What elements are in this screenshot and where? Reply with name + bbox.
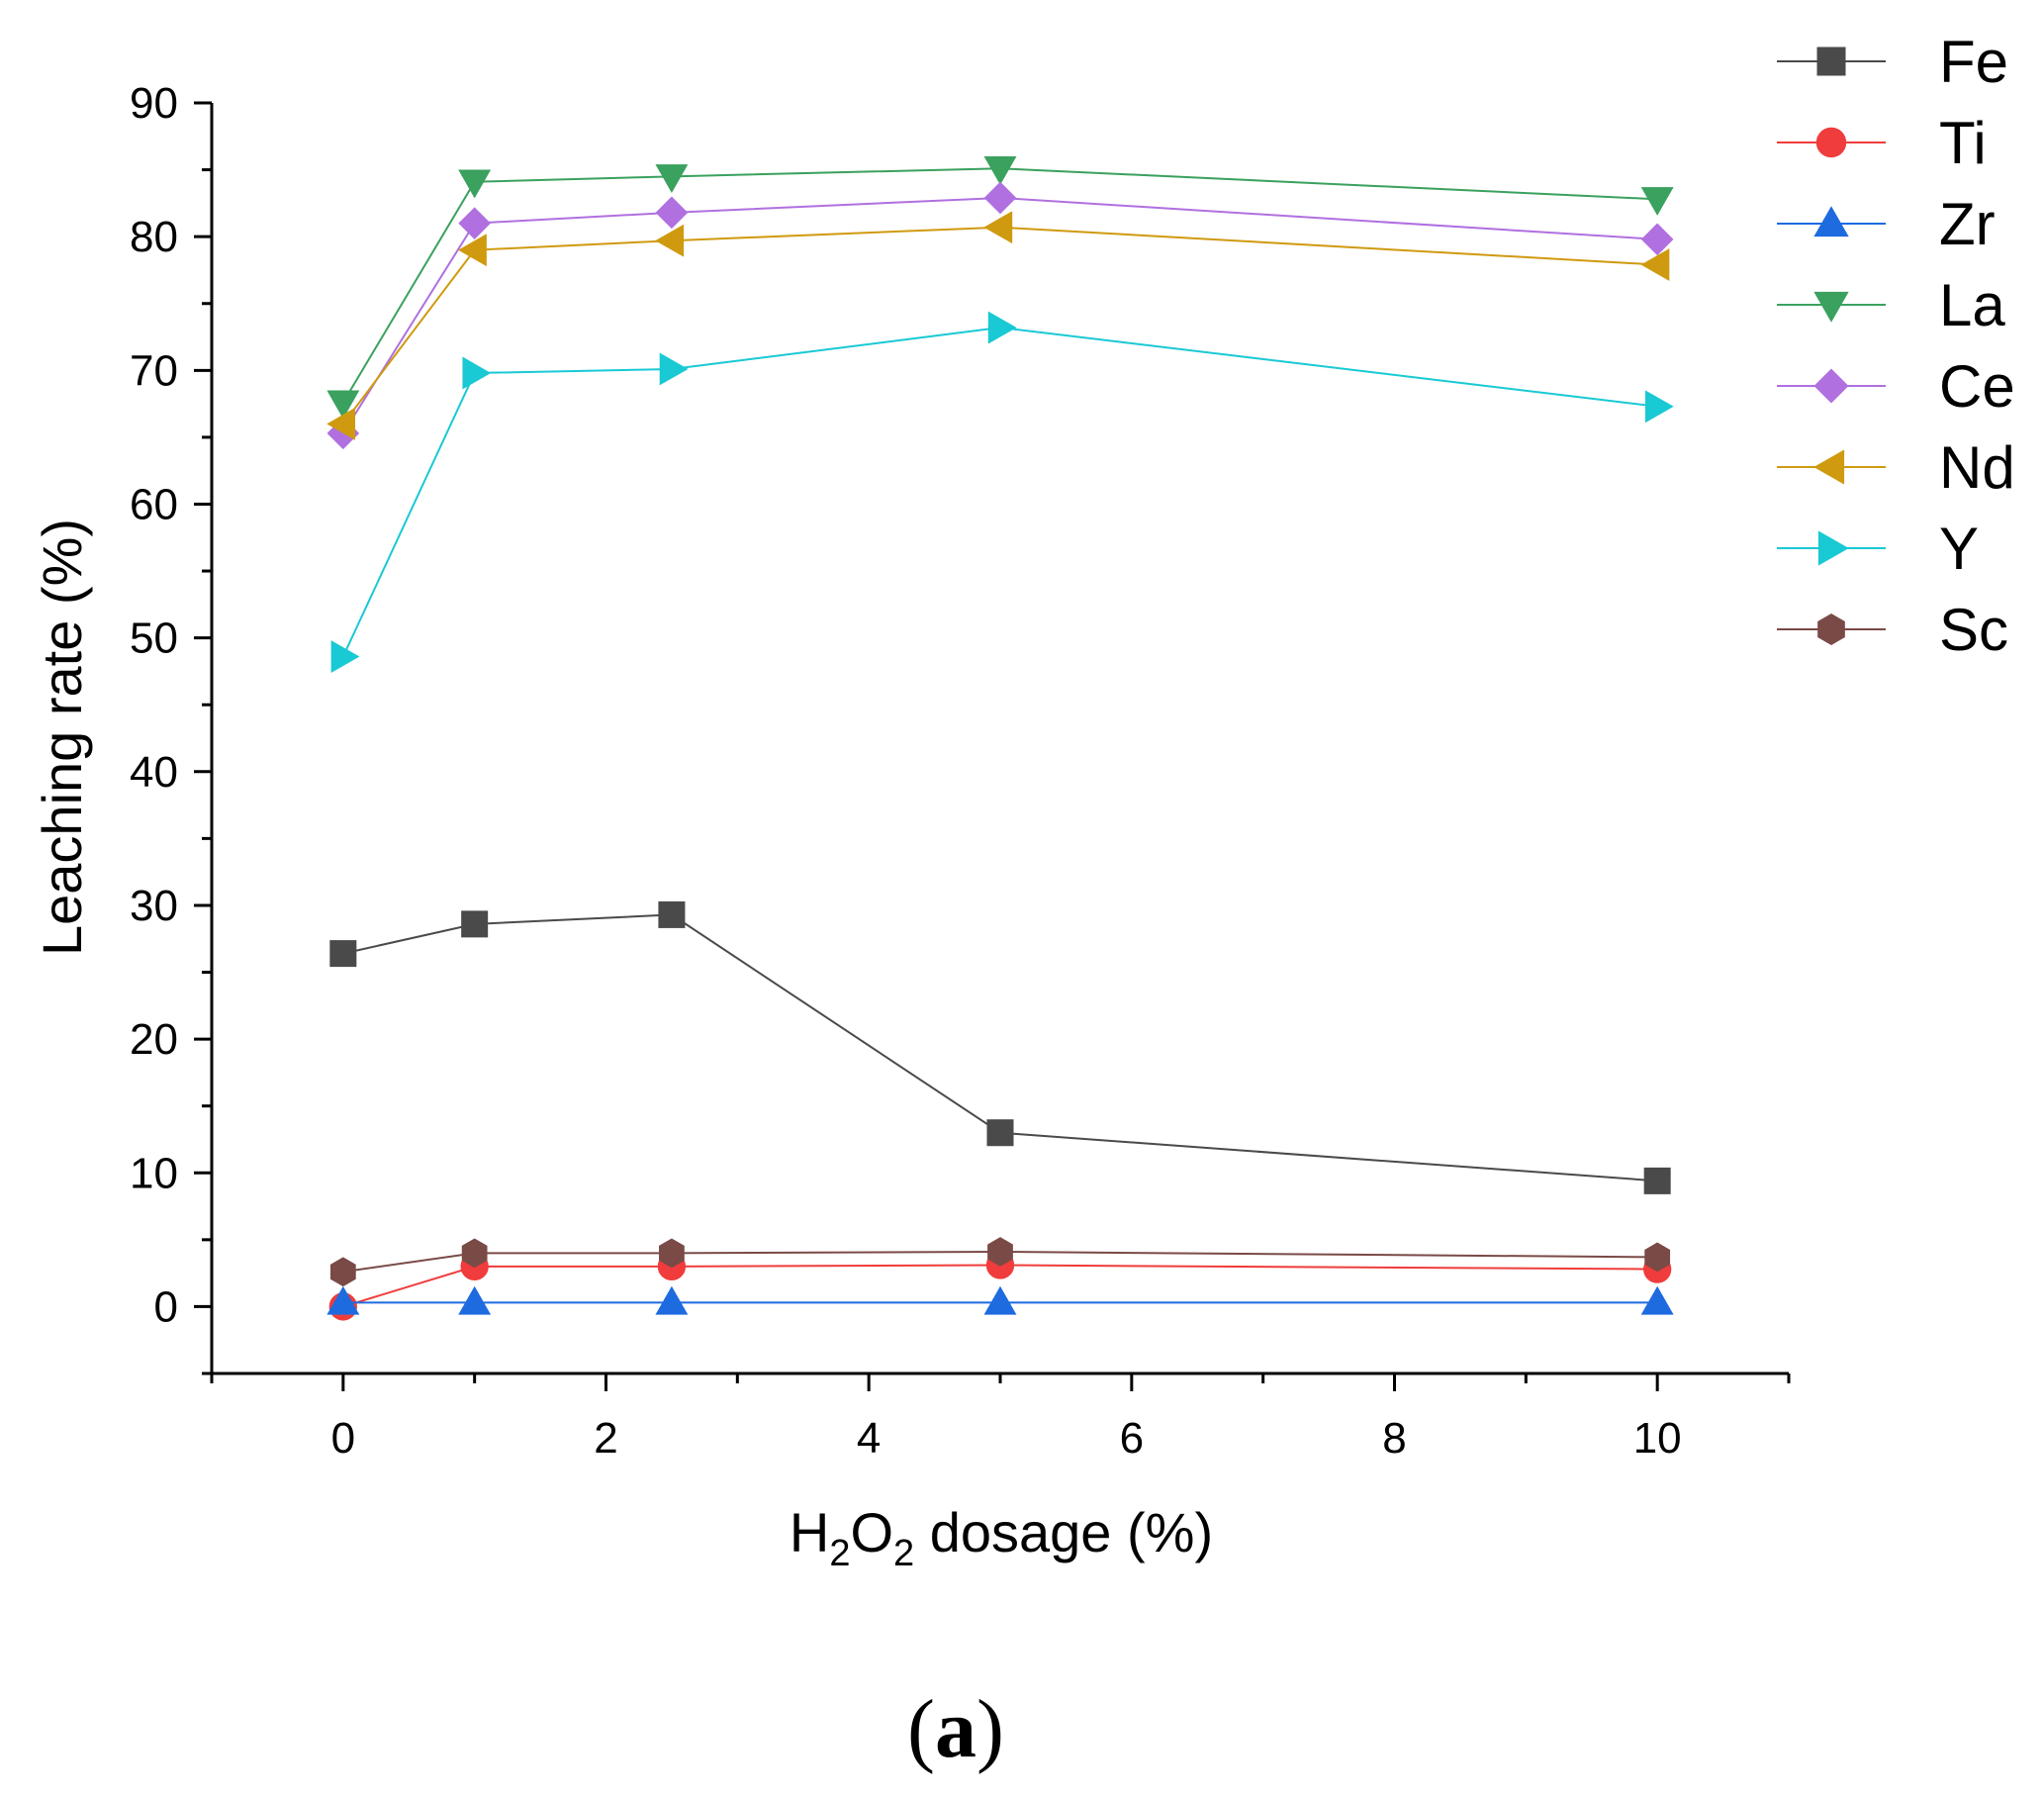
legend-item-ce: Ce <box>1777 353 2015 420</box>
series-sc <box>329 1237 1671 1287</box>
y-tick-label: 30 <box>130 882 178 930</box>
legend-marker <box>1817 530 1849 566</box>
x-tick-label: 6 <box>1120 1414 1144 1463</box>
data-point-zr <box>1640 1285 1674 1315</box>
data-point-zr <box>983 1285 1017 1315</box>
data-point-zr <box>326 1285 360 1315</box>
legend-marker <box>1813 206 1849 237</box>
y-tick-label: 70 <box>130 346 178 395</box>
data-point-fe <box>658 900 686 928</box>
x-axis-title: H2O2 dosage (%) <box>790 1501 1213 1574</box>
x-axis-title-sub-1: 2 <box>829 1533 850 1574</box>
y-tick-label: 0 <box>154 1282 178 1331</box>
data-point-nd <box>655 224 685 257</box>
y-tick-label: 80 <box>130 213 178 261</box>
legend-item-fe: Fe <box>1777 29 2008 95</box>
data-point-sc <box>987 1237 1013 1267</box>
legend-label: Sc <box>1939 597 2008 663</box>
data-point-fe <box>329 940 357 968</box>
legend-label: Y <box>1939 516 1979 582</box>
data-point-la <box>655 164 689 193</box>
y-tick-label: 20 <box>130 1015 178 1064</box>
data-point-zr <box>655 1285 689 1315</box>
legend-label: Nd <box>1939 434 2015 501</box>
data-point-zr <box>458 1285 492 1315</box>
axes: 0 10 20 30 40 50 60 70 80 90 0 2 4 6 8 10 <box>130 79 1791 1463</box>
series-la <box>326 156 1674 420</box>
series-y <box>330 311 1674 674</box>
data-point-ce <box>458 207 491 239</box>
data-point-fe <box>1643 1167 1671 1194</box>
data-point-nd <box>1640 248 1670 282</box>
legend-item-sc: Sc <box>1777 597 2008 663</box>
panel-label-letter: a <box>935 1683 976 1775</box>
legend-item-y: Y <box>1777 516 1979 582</box>
legend-label: La <box>1939 272 2005 338</box>
legend-marker <box>1816 47 1846 76</box>
data-point-nd <box>326 407 356 440</box>
data-point-sc <box>329 1257 356 1287</box>
panel-label-close: ) <box>976 1683 1004 1775</box>
legend-item-ti: Ti <box>1777 110 1987 176</box>
legend: Fe Ti Zr La Ce Nd Y Sc <box>1777 29 2015 663</box>
legend-label: Ce <box>1939 353 2015 420</box>
x-tick-label: 0 <box>331 1414 355 1463</box>
data-point-ce <box>983 181 1017 215</box>
data-point-fe <box>461 910 489 938</box>
legend-marker <box>1813 291 1849 323</box>
data-point-y <box>987 311 1017 344</box>
legend-marker <box>1817 614 1845 645</box>
data-point-sc <box>659 1238 685 1269</box>
data-point-sc <box>1644 1242 1671 1273</box>
panel-label-open: ( <box>907 1683 935 1775</box>
x-tick-label: 2 <box>594 1414 617 1463</box>
legend-marker <box>1813 368 1849 404</box>
series-ce <box>326 181 1674 450</box>
y-tick-label: 60 <box>130 480 178 528</box>
legend-marker <box>1813 449 1845 485</box>
x-axis-title-h: H <box>790 1501 829 1563</box>
legend-label: Zr <box>1939 191 1996 257</box>
series-zr <box>326 1285 1674 1315</box>
y-tick-label: 50 <box>130 614 178 663</box>
data-point-y <box>659 352 689 386</box>
y-axis-title: Leaching rate (%) <box>31 519 93 956</box>
data-point-y <box>462 356 492 390</box>
series-fe <box>329 900 1671 1194</box>
y-tick-label: 40 <box>130 748 178 797</box>
data-point-la <box>983 156 1017 185</box>
legend-marker <box>1815 127 1847 158</box>
data-point-nd <box>458 234 487 267</box>
x-tick-label: 8 <box>1382 1414 1406 1463</box>
legend-label: Fe <box>1939 29 2008 95</box>
y-tick-label: 90 <box>130 79 178 128</box>
data-point-nd <box>983 211 1013 244</box>
data-point-y <box>1644 390 1674 424</box>
x-axis-title-rest: dosage (%) <box>914 1501 1213 1563</box>
x-axis-title-sub-2: 2 <box>893 1533 914 1574</box>
panel-label: (a) <box>907 1683 1004 1775</box>
series-line-y <box>341 327 1658 657</box>
data-point-fe <box>986 1119 1014 1147</box>
data-point-la <box>1640 187 1674 216</box>
data-point-y <box>330 640 360 674</box>
data-point-la <box>458 169 492 199</box>
data-point-ce <box>655 196 689 230</box>
data-point-ce <box>1640 223 1674 256</box>
y-tick-label: 10 <box>130 1149 178 1197</box>
x-tick-label: 10 <box>1633 1414 1682 1463</box>
legend-item-nd: Nd <box>1777 434 2015 501</box>
series-layer <box>326 156 1674 1321</box>
legend-item-la: La <box>1777 272 2005 338</box>
x-tick-label: 4 <box>857 1414 881 1463</box>
x-axis-title-o: O <box>850 1501 893 1563</box>
series-nd <box>326 211 1670 440</box>
legend-label: Ti <box>1939 110 1987 176</box>
data-point-sc <box>461 1238 488 1269</box>
legend-item-zr: Zr <box>1777 191 1996 257</box>
data-point-la <box>326 390 360 420</box>
